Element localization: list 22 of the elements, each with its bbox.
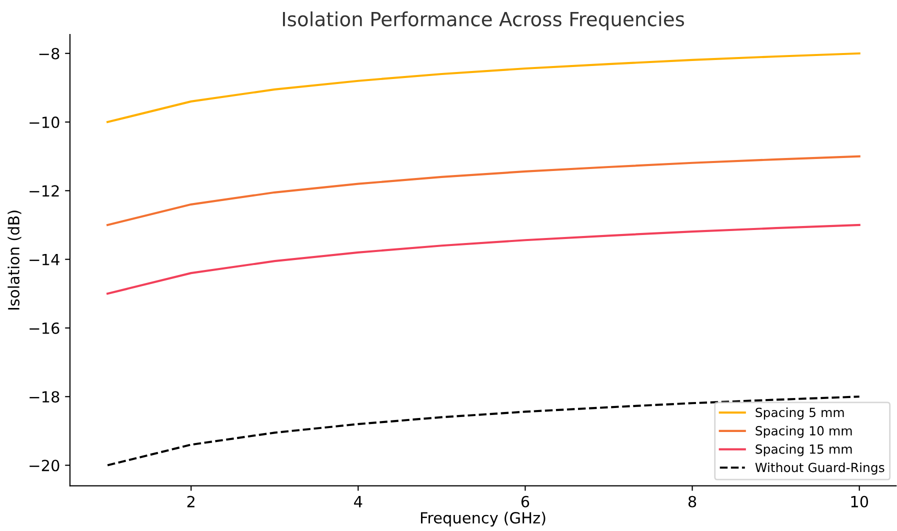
- line-series: [106, 52, 860, 124]
- line-series: [106, 224, 860, 295]
- y-tick-label: −8: [39, 48, 60, 60]
- legend-label: Spacing 5 mm: [756, 407, 844, 420]
- y-tick-label: −10: [30, 116, 60, 128]
- legend-label: Spacing 15 mm: [756, 444, 852, 456]
- x-tick-label: 6: [521, 496, 530, 508]
- y-tick-label: −16: [30, 322, 60, 334]
- y-tick-label: −12: [30, 185, 59, 196]
- x-axis-title: Frequency (GHz): [421, 512, 546, 527]
- legend-label: Without Guard-Rings: [755, 462, 884, 475]
- x-tick-label: 4: [354, 496, 362, 508]
- y-tick-label: −18: [30, 391, 60, 403]
- x-tick-label: 10: [851, 496, 868, 508]
- x-tick-label: 8: [688, 496, 696, 508]
- line-series: [106, 155, 860, 226]
- x-tick-label: 2: [187, 496, 194, 508]
- legend-label: Spacing 10 mm: [756, 426, 852, 438]
- y-tick-label: −14: [30, 254, 60, 266]
- y-tick-label: −20: [30, 460, 60, 472]
- chart-title: Isolation Performance Across Frequencies: [283, 11, 684, 30]
- y-axis-title: Isolation (dB): [8, 210, 22, 310]
